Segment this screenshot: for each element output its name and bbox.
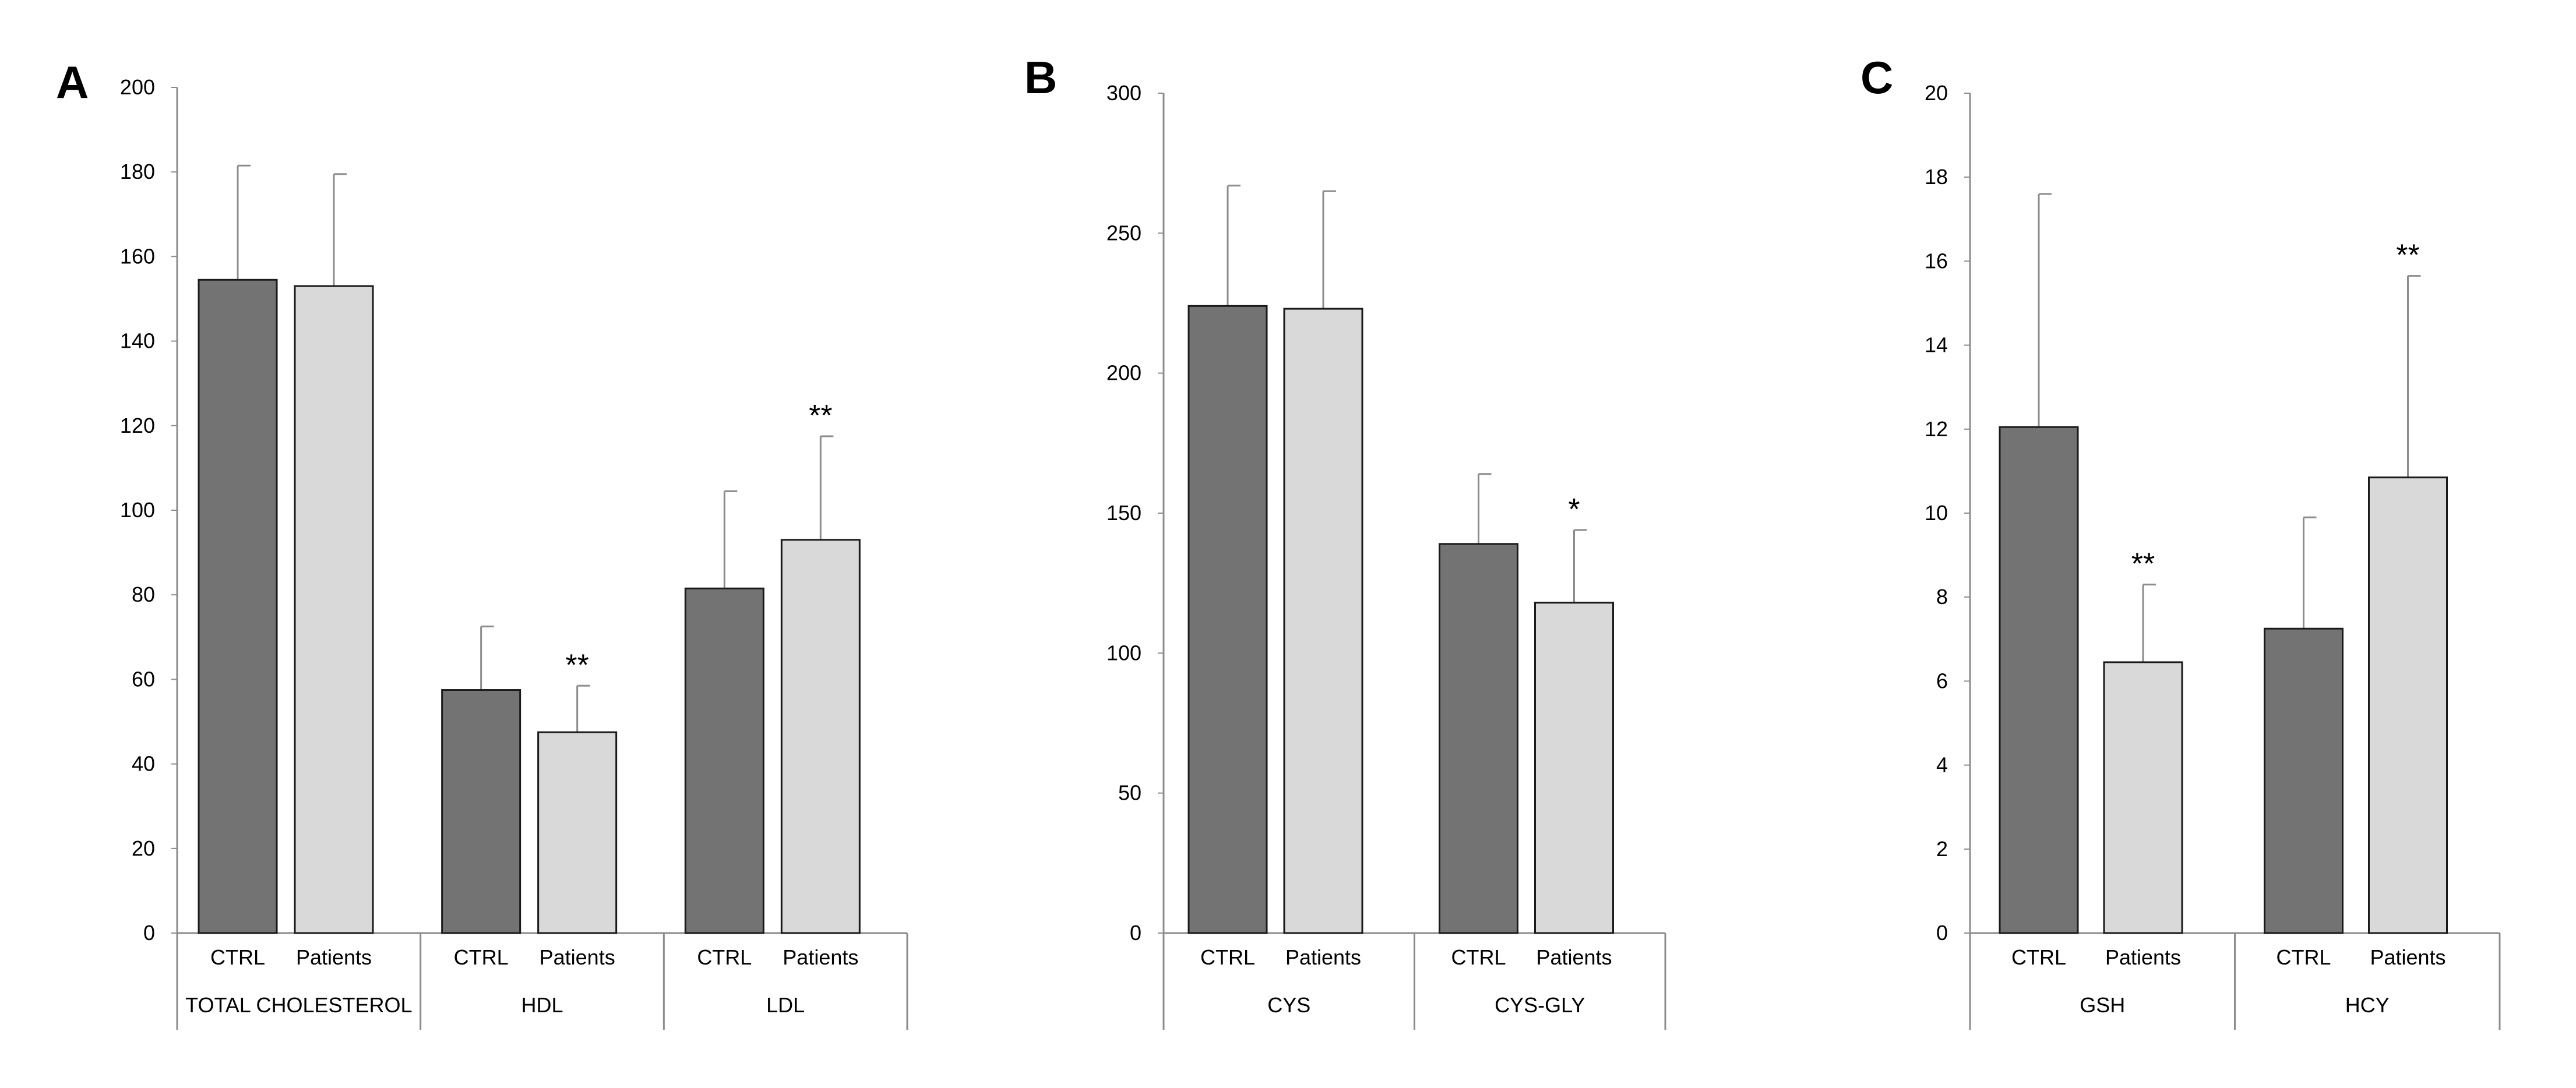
bar-patients-ldl [780, 539, 861, 934]
x-category-label: Patients [296, 945, 372, 969]
y-tick-label: 16 [1925, 249, 1948, 273]
x-group-label: GSH [2080, 993, 2125, 1017]
bar-ctrl-hdl [441, 689, 521, 934]
x-category-label: CTRL [1451, 945, 1506, 969]
panel-a-chart: A 0 20 40 60 80 100 120 140 160 180 200 CTRL Patient… [56, 56, 908, 1030]
y-tick-label: 100 [1106, 641, 1141, 665]
y-tick-label: 2 [1936, 837, 1948, 861]
bar-patients-hdl [537, 731, 618, 934]
y-tick-label: 40 [132, 752, 155, 776]
panel-c-letter: C [1860, 52, 1893, 103]
x-category-label: Patients [540, 945, 615, 969]
x-category-label: CTRL [1200, 945, 1255, 969]
bar-patients-cys-gly [1534, 602, 1614, 934]
y-tick-label: 60 [132, 667, 155, 691]
bar-ctrl-hcy [2264, 627, 2344, 934]
y-tick-label: 14 [1925, 333, 1948, 357]
panel-c-chart: C 0 2 4 6 8 10 12 14 16 18 20 CTRL Patients GSH CTRL Pa… [1860, 52, 2501, 1030]
bar-ctrl-cys-gly [1439, 543, 1518, 934]
significance-marker: ** [2131, 547, 2155, 581]
y-tick-label: 160 [120, 244, 155, 268]
x-group-label: CYS-GLY [1495, 993, 1585, 1017]
significance-marker: ** [809, 399, 832, 433]
y-tick-label: 140 [120, 329, 155, 353]
x-category-label: Patients [1536, 945, 1612, 969]
x-category-label: CTRL [2011, 945, 2066, 969]
y-tick-label: 0 [1936, 921, 1948, 945]
y-tick-label: 10 [1925, 501, 1948, 525]
x-group-label: CYS [1267, 993, 1310, 1017]
y-tick-label: 20 [132, 836, 155, 860]
significance-marker: ** [2396, 239, 2419, 273]
bar-ctrl-cys [1187, 305, 1268, 934]
bar-patients-total-cholesterol [294, 285, 374, 934]
y-tick-label: 12 [1925, 417, 1948, 441]
y-tick-label: 300 [1106, 81, 1141, 105]
y-tick-label: 50 [1118, 781, 1141, 805]
significance-marker: ** [565, 648, 589, 682]
panel-b-letter: B [1024, 52, 1057, 103]
y-tick-label: 20 [1925, 81, 1948, 105]
x-group-label: HCY [2345, 993, 2390, 1017]
x-category-label: CTRL [454, 945, 509, 969]
x-category-label: Patients [1285, 945, 1361, 969]
bar-patients-cys [1283, 308, 1363, 934]
y-tick-label: 150 [1106, 501, 1141, 525]
x-category-label: CTRL [697, 945, 752, 969]
x-category-label: Patients [783, 945, 858, 969]
y-tick-label: 4 [1936, 753, 1948, 777]
x-category-label: Patients [2105, 945, 2181, 969]
panel-a-letter: A [56, 56, 89, 108]
y-tick-label: 180 [120, 160, 155, 183]
y-tick-label: 8 [1936, 585, 1948, 609]
x-category-label: Patients [2370, 945, 2445, 969]
x-group-label: LDL [766, 993, 805, 1017]
bar-ctrl-total-cholesterol [198, 278, 278, 934]
bar-ctrl-ldl [684, 587, 764, 934]
x-category-label: CTRL [2276, 945, 2331, 969]
bar-ctrl-gsh [1999, 426, 2079, 934]
y-tick-label: 200 [1106, 361, 1141, 385]
panel-b-chart: B 0 50 100 150 200 250 300 CTRL Patients CYS CTRL P… [1024, 52, 1666, 1030]
y-tick-label: 80 [132, 582, 155, 606]
y-tick-label: 0 [143, 921, 155, 945]
y-tick-label: 120 [120, 414, 155, 437]
x-group-label: TOTAL CHOLESTEROL [185, 993, 412, 1017]
x-group-label: HDL [521, 993, 563, 1017]
bar-patients-gsh [2103, 661, 2183, 934]
y-tick-label: 200 [120, 75, 155, 99]
bar-patients-hcy [2368, 476, 2448, 934]
y-tick-label: 18 [1925, 165, 1948, 189]
y-tick-label: 0 [1130, 921, 1141, 945]
y-tick-label: 100 [120, 498, 155, 522]
x-category-label: CTRL [210, 945, 265, 969]
y-tick-label: 6 [1936, 669, 1948, 693]
y-tick-label: 250 [1106, 221, 1141, 245]
significance-marker: * [1568, 493, 1580, 527]
